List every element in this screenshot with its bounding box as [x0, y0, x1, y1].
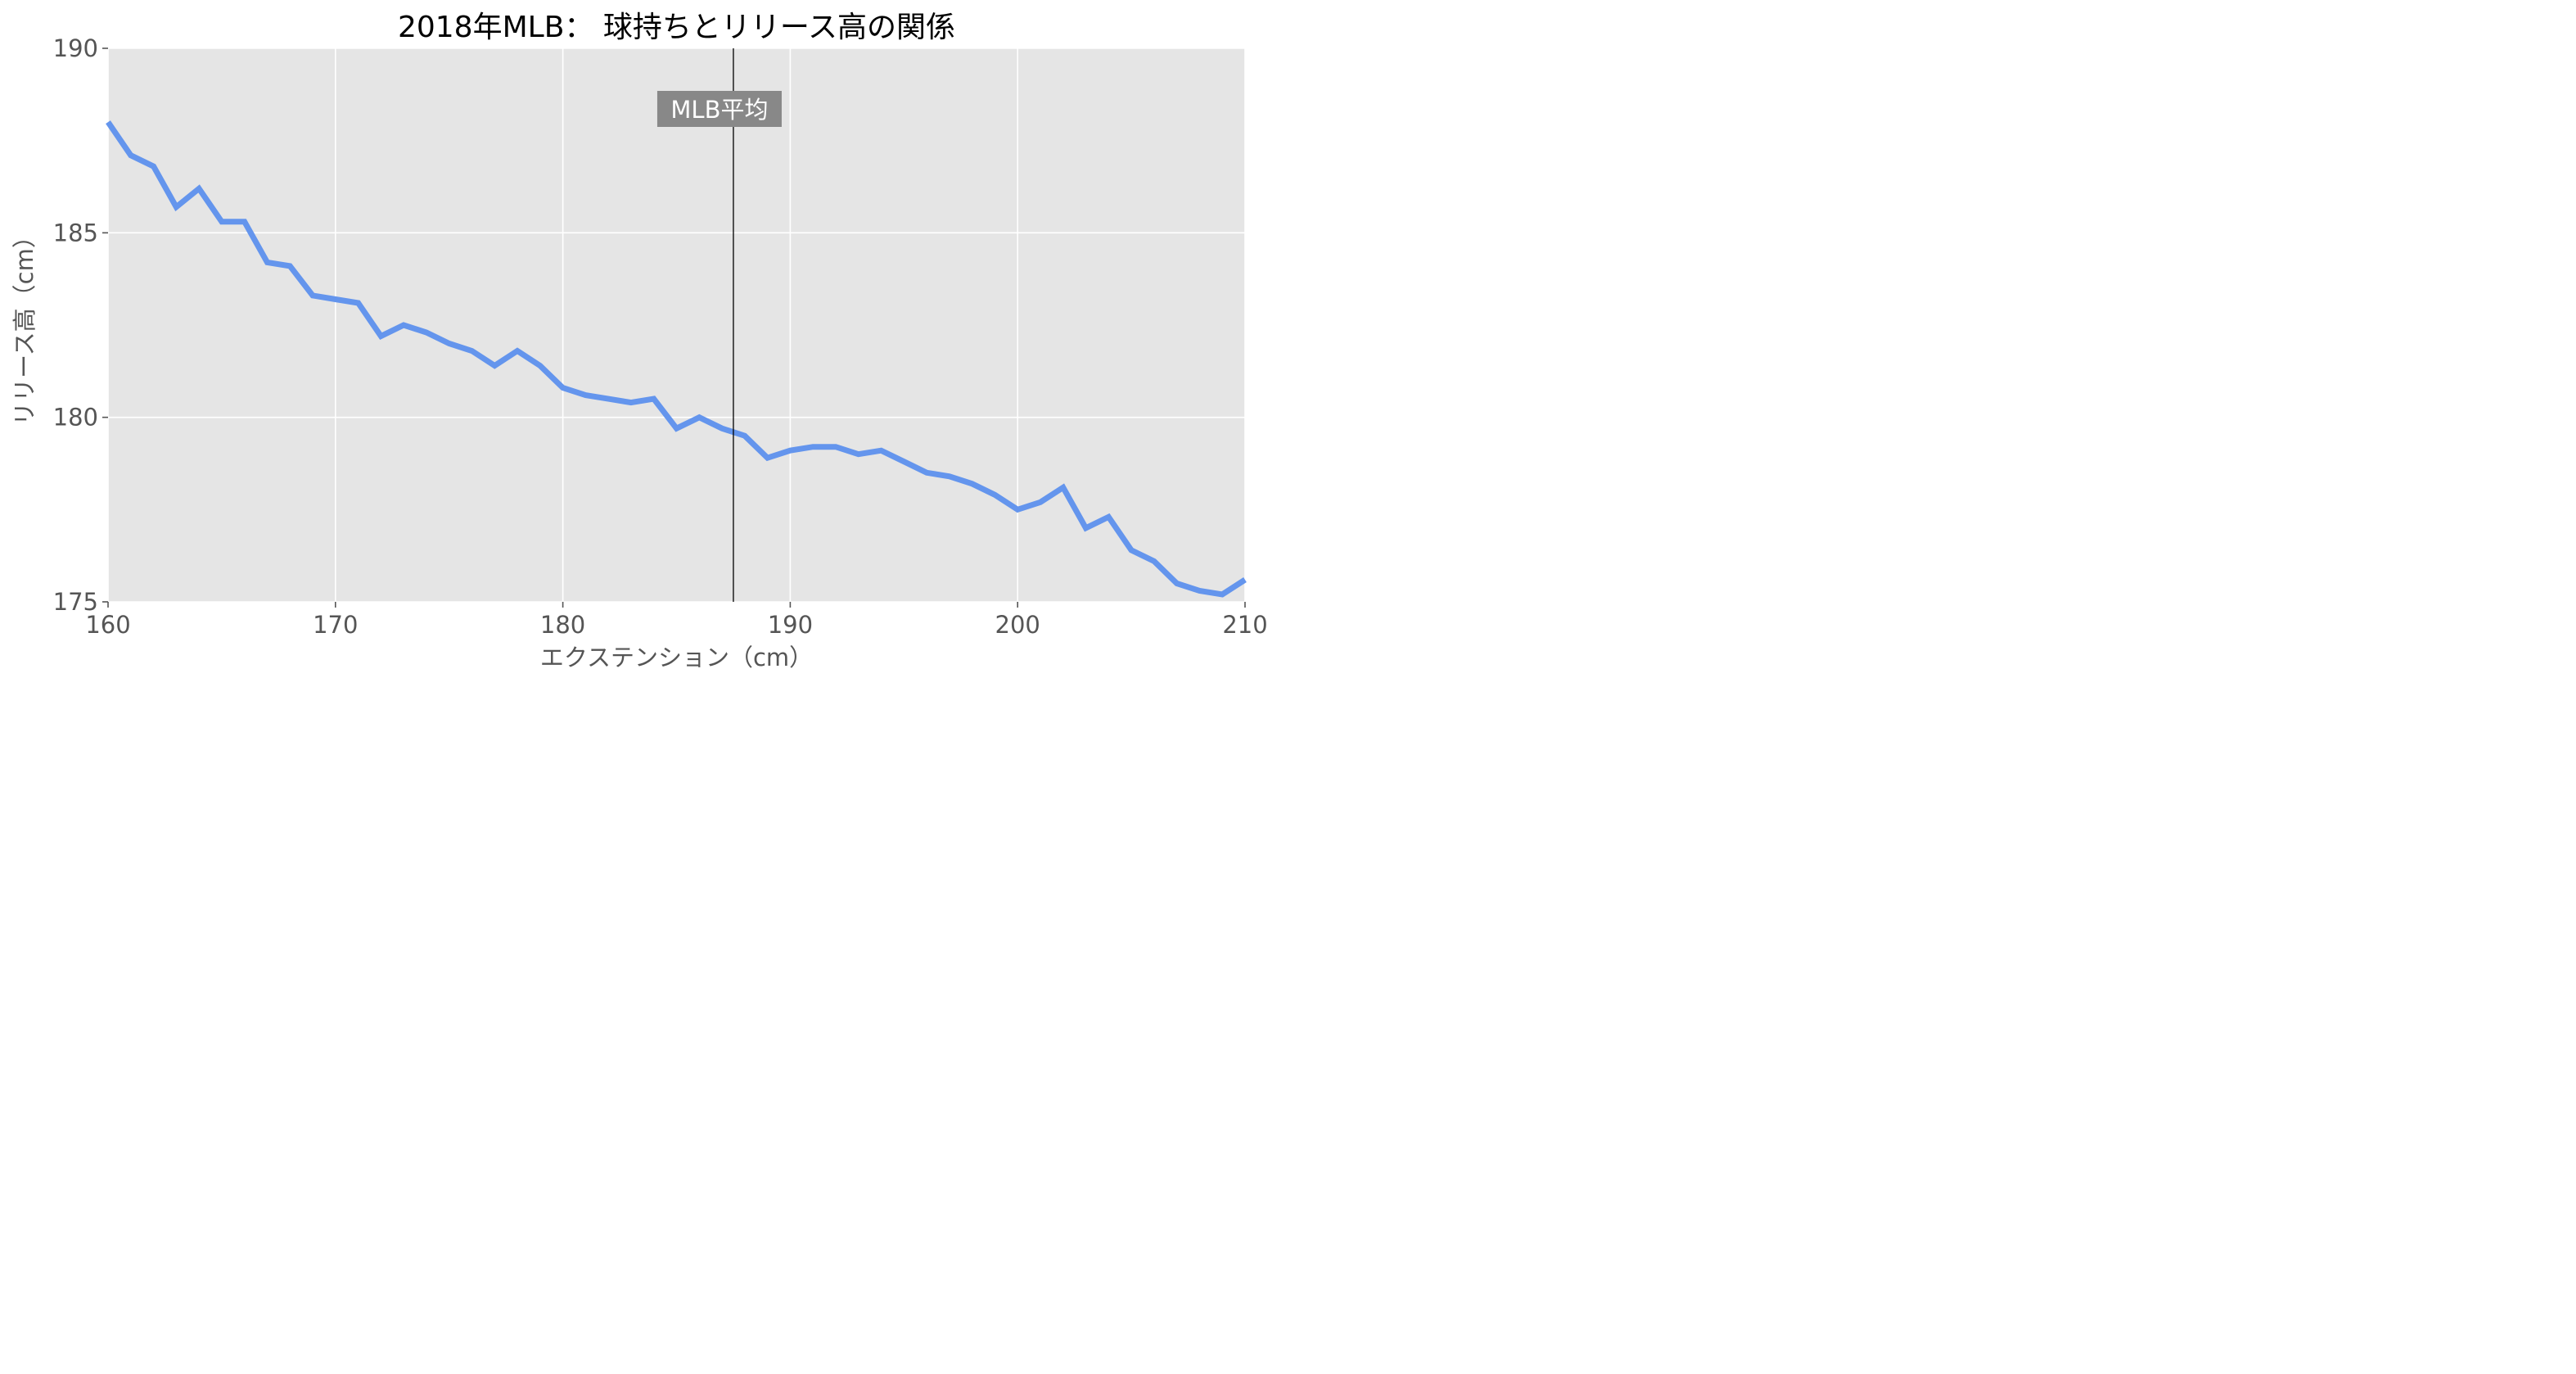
y-tick-label: 175	[53, 588, 98, 616]
y-tick-label: 180	[53, 404, 98, 432]
plot-background	[108, 48, 1245, 602]
x-tick-label: 170	[313, 611, 358, 639]
y-axis-label: リリース高（cm）	[11, 224, 38, 426]
y-tick-label: 190	[53, 34, 98, 62]
x-tick-label: 210	[1222, 611, 1267, 639]
axes: 160 170 180 190 200 210 175 180 185 190	[53, 34, 1268, 639]
grid-lines	[107, 47, 1246, 603]
mlb-average-label: MLB平均	[670, 96, 768, 124]
mlb-average-label-box	[656, 91, 782, 127]
series-line	[106, 120, 1247, 598]
x-tick-label: 180	[540, 611, 585, 639]
annotation-layer: MLB平均	[656, 48, 782, 602]
y-tick-label: 185	[53, 219, 98, 246]
x-tick-label: 160	[85, 611, 130, 639]
series-layer	[106, 120, 1247, 598]
chart-title: 2018年MLB： 球持ちとリリース高の関係	[398, 11, 955, 44]
line-chart: 160 170 180 190 200 210 175 180 185 190 MLB平均 201…	[11, 11, 1268, 671]
x-tick-label: 200	[995, 611, 1040, 639]
x-axis-label: エクステンション（cm）	[540, 644, 813, 671]
chart-container: 160 170 180 190 200 210 175 180 185 190 MLB平均 201…	[0, 0, 1283, 685]
x-tick-label: 190	[768, 611, 813, 639]
